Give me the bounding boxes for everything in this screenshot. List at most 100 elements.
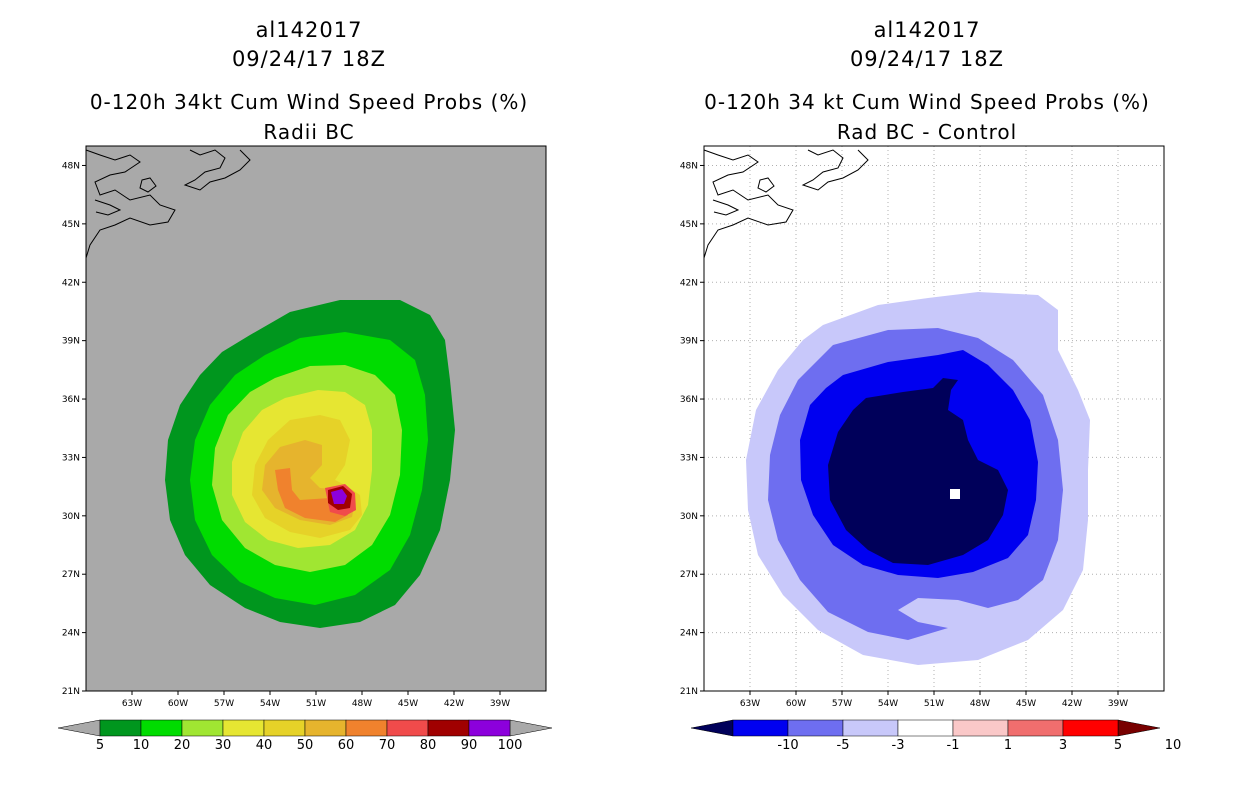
right-chart-svg: 63W 60W 57W 54W 51W 48W 45W 42W 39W 48N 45N 42N 39N 3… xyxy=(680,145,1182,753)
chart-subtitle: Radii BC xyxy=(263,120,355,144)
lon-tick-label: 63W xyxy=(122,699,142,709)
colorbar-swatch xyxy=(952,719,1009,737)
lon-tick-label: 48W xyxy=(970,699,990,709)
lat-tick-label: 27N xyxy=(62,570,80,580)
lat-tick-label: 39N xyxy=(62,337,80,347)
lat-tick-label: 33N xyxy=(62,453,80,463)
colorbar-label: 20 xyxy=(174,738,191,753)
lon-tick-label: 57W xyxy=(832,699,852,709)
diff-contours xyxy=(746,292,1090,665)
colorbar-label: 40 xyxy=(256,738,273,753)
colorbar-label: -5 xyxy=(837,738,850,753)
lat-tick-label: 36N xyxy=(62,395,80,405)
axis-labels: 63W 60W 57W 54W 51W 48W 45W 42W 39W 48N 45N 42N 39N 3… xyxy=(680,161,1128,709)
colorbar-label: 1 xyxy=(1004,738,1012,753)
left-chart-svg: 63W 60W 57W 54W 51W 48W 45W 42W 39W 48N 45N 42N 39N 3… xyxy=(57,145,553,753)
colorbar-swatch xyxy=(897,719,954,737)
axis-labels: 63W 60W 57W 54W 51W 48W 45W 42W 39W 48N 45N 42N 39N 3… xyxy=(62,161,510,709)
colorbar-swatch xyxy=(140,719,183,737)
colorbar-label: 3 xyxy=(1059,738,1067,753)
lat-tick-label: 48N xyxy=(62,161,80,171)
lat-tick-label: 30N xyxy=(680,512,698,522)
lon-tick-label: 51W xyxy=(924,699,944,709)
lon-tick-label: 63W xyxy=(740,699,760,709)
lat-tick-label: 48N xyxy=(680,161,698,171)
chart-title: 0-120h 34 kt Cum Wind Speed Probs (%) xyxy=(704,90,1150,114)
colorbar-swatch xyxy=(427,719,470,737)
colorbar-swatch xyxy=(386,719,429,737)
colorbar-arrow-right xyxy=(509,719,553,737)
colorbar-arrow-left xyxy=(690,719,734,737)
left-panel: al142017 09/24/17 18Z 0-120h 34kt Cum Wi… xyxy=(57,18,553,753)
colorbar-swatch xyxy=(263,719,306,737)
colorbar-label: 80 xyxy=(420,738,437,753)
lon-tick-label: 57W xyxy=(214,699,234,709)
lon-tick-label: 60W xyxy=(168,699,188,709)
contour-90 xyxy=(331,489,347,504)
lat-tick-label: 27N xyxy=(680,570,698,580)
colorbar-swatch xyxy=(1007,719,1064,737)
lon-tick-label: 45W xyxy=(398,699,418,709)
colorbar-swatch xyxy=(732,719,789,737)
lat-tick-label: 36N xyxy=(680,395,698,405)
lat-tick-label: 33N xyxy=(680,453,698,463)
colorbar-arrow-left xyxy=(57,719,101,737)
colorbar-label: 60 xyxy=(338,738,355,753)
lat-tick-label: 39N xyxy=(680,337,698,347)
lat-tick-label: 42N xyxy=(680,278,698,288)
storm-id: al142017 xyxy=(873,18,981,42)
lon-tick-label: 60W xyxy=(786,699,806,709)
lat-tick-label: 30N xyxy=(62,512,80,522)
colorbar-swatch xyxy=(345,719,388,737)
colorbar-swatch xyxy=(1062,719,1119,737)
center-white xyxy=(950,489,960,499)
colorbar-label: 90 xyxy=(461,738,478,753)
lon-tick-label: 42W xyxy=(1062,699,1082,709)
colorbar: 5 10 20 30 40 50 60 70 80 90 100 xyxy=(57,719,553,753)
date-label: 09/24/17 18Z xyxy=(849,47,1005,71)
coastline xyxy=(703,149,869,259)
lat-tick-label: 24N xyxy=(62,629,80,639)
lon-tick-label: 54W xyxy=(260,699,280,709)
colorbar-label: -10 xyxy=(777,738,798,753)
coastline xyxy=(85,149,251,259)
colorbar-swatch xyxy=(222,719,265,737)
colorbar-arrow-right xyxy=(1117,719,1161,737)
colorbar-label: 100 xyxy=(498,738,523,753)
colorbar-swatch xyxy=(181,719,224,737)
plot-frame xyxy=(703,145,1165,692)
chart-subtitle: Rad BC - Control xyxy=(836,120,1018,144)
colorbar-label: 30 xyxy=(215,738,232,753)
colorbar-label: 10 xyxy=(133,738,150,753)
colorbar: -10 -5 -3 -1 1 3 5 10 xyxy=(690,719,1182,753)
lon-tick-label: 42W xyxy=(444,699,464,709)
chart-title: 0-120h 34kt Cum Wind Speed Probs (%) xyxy=(89,90,529,114)
colorbar-label: 70 xyxy=(379,738,396,753)
colorbar-label: 5 xyxy=(1114,738,1122,753)
lon-tick-label: 39W xyxy=(1108,699,1128,709)
prob-contours xyxy=(165,300,455,628)
colorbar-label: 50 xyxy=(297,738,314,753)
date-label: 09/24/17 18Z xyxy=(231,47,387,71)
right-panel: al142017 09/24/17 18Z 0-120h 34 kt Cum W… xyxy=(618,0,1236,800)
storm-id: al142017 xyxy=(255,18,363,42)
colorbar-swatch xyxy=(304,719,347,737)
lon-tick-label: 39W xyxy=(490,699,510,709)
lon-tick-label: 48W xyxy=(352,699,372,709)
lon-tick-label: 45W xyxy=(1016,699,1036,709)
lat-tick-label: 21N xyxy=(680,687,698,697)
lat-tick-label: 42N xyxy=(62,278,80,288)
colorbar-label: -3 xyxy=(892,738,905,753)
colorbar-swatch xyxy=(99,719,142,737)
contour-minus10 xyxy=(828,378,1008,565)
colorbar-swatch xyxy=(787,719,844,737)
lon-tick-label: 51W xyxy=(306,699,326,709)
lat-tick-label: 21N xyxy=(62,687,80,697)
colorbar-swatch xyxy=(842,719,899,737)
lat-tick-label: 45N xyxy=(680,220,698,230)
colorbar-label: 10 xyxy=(1165,738,1182,753)
lon-tick-label: 54W xyxy=(878,699,898,709)
colorbar-label: 5 xyxy=(96,738,104,753)
colorbar-swatch xyxy=(468,719,511,737)
plot-frame xyxy=(85,145,547,692)
